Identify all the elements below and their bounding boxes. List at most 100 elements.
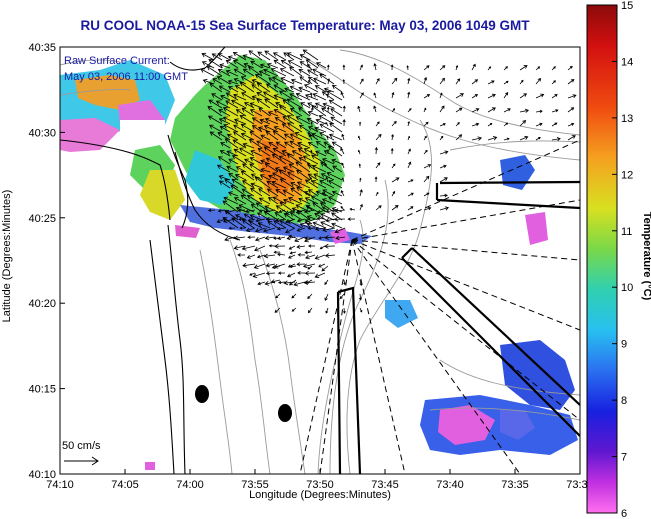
current-vector xyxy=(307,76,319,85)
x-tick-label: 73:40 xyxy=(436,479,464,491)
y-tick-label: 40:20 xyxy=(28,298,56,310)
current-vector xyxy=(289,264,297,269)
current-vector xyxy=(306,205,313,211)
current-vector xyxy=(325,121,329,127)
current-vector xyxy=(359,307,363,313)
current-vector xyxy=(306,222,319,229)
current-vector xyxy=(263,253,276,259)
current-vector xyxy=(327,145,343,157)
current-vector xyxy=(278,169,295,181)
current-vector xyxy=(439,92,443,99)
current-vector xyxy=(291,307,297,312)
current-vector xyxy=(263,227,276,233)
current-vector xyxy=(503,137,510,141)
current-vector xyxy=(296,186,311,197)
current-vector xyxy=(308,126,319,133)
current-vector xyxy=(321,198,335,205)
current-vector xyxy=(357,105,361,113)
current-vector xyxy=(303,209,316,214)
current-vector xyxy=(216,164,231,173)
current-vector xyxy=(311,180,327,189)
current-vector xyxy=(234,85,247,93)
current-vector xyxy=(311,132,327,141)
current-vector xyxy=(224,236,236,242)
current-vector xyxy=(268,141,279,149)
current-vector xyxy=(407,91,411,99)
x-tick-label: 73:50 xyxy=(306,479,334,491)
x-axis-title: Longitude (Degrees:Minutes) xyxy=(249,489,391,501)
current-vector xyxy=(567,135,576,141)
current-vector xyxy=(567,122,575,127)
current-vector xyxy=(222,116,239,125)
current-vector xyxy=(503,122,509,127)
current-vector xyxy=(231,217,247,229)
current-vector xyxy=(247,218,256,222)
colorbar-tick-label: 10 xyxy=(621,282,633,294)
current-vector xyxy=(339,293,345,300)
current-vector xyxy=(298,69,311,77)
current-vector xyxy=(250,60,263,69)
current-vector xyxy=(304,270,316,276)
coastline xyxy=(60,47,241,474)
current-vector xyxy=(223,124,239,133)
current-vector xyxy=(311,105,327,117)
current-vector xyxy=(274,117,287,125)
current-vector xyxy=(241,219,255,229)
current-vector xyxy=(288,234,297,239)
current-vector xyxy=(306,215,319,221)
current-vector xyxy=(391,77,398,85)
current-vector xyxy=(200,68,215,77)
current-vector xyxy=(503,66,508,71)
current-vector xyxy=(227,86,239,93)
current-vector xyxy=(289,212,303,221)
current-vector xyxy=(312,93,327,101)
current-vector xyxy=(265,271,276,276)
current-vector xyxy=(322,227,336,233)
current-vector xyxy=(340,206,345,211)
x-tick-label: 74:00 xyxy=(176,479,204,491)
current-label: Raw Surface Current: xyxy=(64,55,170,67)
current-vector xyxy=(231,99,247,109)
current-vector xyxy=(248,50,263,61)
current-vector xyxy=(270,279,281,284)
current-vector xyxy=(310,149,313,155)
current-vector xyxy=(258,197,271,205)
current-vector xyxy=(307,189,319,197)
current-vector xyxy=(264,163,279,173)
current-vector xyxy=(240,170,255,181)
current-vector xyxy=(307,69,319,77)
current-vector xyxy=(285,218,296,224)
current-vector xyxy=(289,108,303,117)
current-vector xyxy=(242,163,255,173)
current-vector xyxy=(209,131,223,141)
current-vector xyxy=(322,189,335,197)
current-vector xyxy=(341,177,345,183)
current-vector xyxy=(322,102,335,109)
current-vector xyxy=(373,63,377,71)
x-tick-label: 74:05 xyxy=(111,479,139,491)
current-vector xyxy=(487,93,496,99)
current-vector xyxy=(295,116,311,125)
current-vector xyxy=(264,235,276,241)
current-vector xyxy=(271,153,287,165)
current-vector xyxy=(293,281,306,287)
current-vector xyxy=(358,121,362,127)
current-vector xyxy=(272,148,287,157)
current-vector xyxy=(324,235,336,240)
current-vector xyxy=(304,191,313,197)
colorbar-tick-label: 9 xyxy=(621,339,627,351)
current-vector xyxy=(317,209,326,214)
current-vector xyxy=(232,139,247,149)
current-vector xyxy=(217,156,231,165)
current-vector xyxy=(439,164,447,169)
current-vector xyxy=(315,150,327,157)
current-vector xyxy=(263,209,276,214)
current-vector xyxy=(314,226,326,232)
current-vector xyxy=(342,307,346,314)
current-vector xyxy=(455,78,461,85)
current-vector xyxy=(226,133,239,141)
current-vector xyxy=(278,209,286,213)
current-vector xyxy=(209,82,223,93)
current-vector xyxy=(218,118,231,125)
current-vector xyxy=(279,90,295,101)
